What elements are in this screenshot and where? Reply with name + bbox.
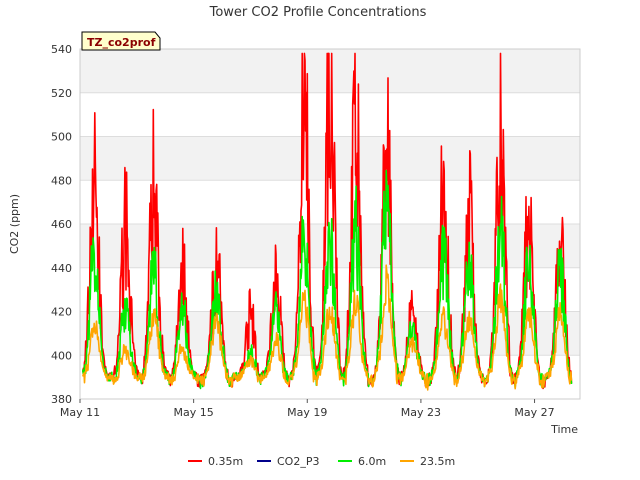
- y-tick-label: 420: [51, 306, 72, 319]
- legend-label: 23.5m: [420, 455, 455, 468]
- x-tick-label: May 11: [60, 406, 100, 419]
- legend-label: CO2_P3: [277, 455, 319, 468]
- x-tick-label: May 23: [401, 406, 441, 419]
- y-tick-label: 400: [51, 349, 72, 362]
- y-tick-label: 380: [51, 393, 72, 406]
- y-tick-label: 500: [51, 131, 72, 144]
- y-tick-label: 540: [51, 43, 72, 56]
- x-tick-label: May 19: [287, 406, 327, 419]
- chart-title: Tower CO2 Profile Concentrations: [209, 5, 427, 20]
- y-tick-label: 440: [51, 262, 72, 275]
- y-tick-label: 480: [51, 174, 72, 187]
- legend: 0.35m CO2_P3 6.0m 23.5m: [188, 455, 455, 468]
- y-tick-label: 520: [51, 87, 72, 100]
- y-axis-label: CO2 (ppm): [8, 194, 21, 254]
- grid-band: [80, 49, 580, 93]
- x-tick-label: May 15: [174, 406, 214, 419]
- x-axis-label: Time: [550, 423, 578, 436]
- series-line-23.5m: [82, 264, 573, 391]
- station-badge: TZ_co2prof: [81, 31, 161, 51]
- y-tick-label: 460: [51, 218, 72, 231]
- y-axis: 380 400 420 440 460 480 500 520 540: [51, 43, 72, 406]
- badge-label: TZ_co2prof: [87, 36, 156, 49]
- legend-label: 6.0m: [358, 455, 386, 468]
- series-line-0.35m: [82, 52, 573, 390]
- x-tick-label: May 27: [514, 406, 554, 419]
- series-layer: [82, 52, 573, 391]
- legend-label: 0.35m: [208, 455, 243, 468]
- x-axis: May 11 May 15 May 19 May 23 May 27: [60, 399, 555, 419]
